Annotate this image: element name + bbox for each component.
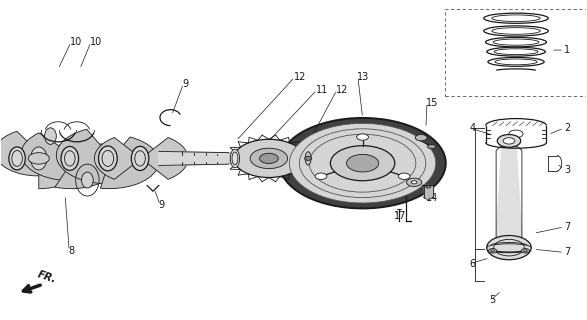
Wedge shape bbox=[55, 144, 118, 189]
Circle shape bbox=[259, 153, 278, 164]
Text: 1: 1 bbox=[564, 45, 570, 55]
Ellipse shape bbox=[31, 147, 47, 170]
Ellipse shape bbox=[99, 146, 117, 171]
Wedge shape bbox=[56, 129, 136, 184]
Circle shape bbox=[279, 118, 446, 208]
Circle shape bbox=[357, 134, 369, 140]
Circle shape bbox=[491, 250, 494, 252]
Circle shape bbox=[521, 249, 529, 253]
Text: 6: 6 bbox=[469, 259, 475, 268]
Bar bbox=[444, 9, 587, 96]
Circle shape bbox=[487, 236, 531, 260]
Ellipse shape bbox=[45, 128, 56, 144]
Circle shape bbox=[330, 146, 395, 181]
Text: 9: 9 bbox=[182, 78, 188, 89]
Wedge shape bbox=[39, 144, 83, 189]
Text: 3: 3 bbox=[564, 164, 570, 174]
Circle shape bbox=[234, 139, 304, 178]
Ellipse shape bbox=[82, 172, 93, 188]
Circle shape bbox=[524, 250, 527, 252]
Circle shape bbox=[289, 124, 436, 203]
Text: 13: 13 bbox=[357, 72, 369, 82]
Circle shape bbox=[399, 173, 410, 180]
Text: 17: 17 bbox=[394, 211, 407, 221]
Circle shape bbox=[427, 144, 436, 149]
Text: 11: 11 bbox=[316, 85, 328, 95]
Circle shape bbox=[315, 173, 327, 180]
Text: 8: 8 bbox=[68, 246, 74, 256]
Circle shape bbox=[488, 249, 497, 253]
Text: 10: 10 bbox=[70, 37, 82, 47]
Ellipse shape bbox=[61, 147, 79, 170]
Circle shape bbox=[305, 156, 312, 160]
Text: 2: 2 bbox=[564, 123, 571, 133]
Ellipse shape bbox=[9, 147, 25, 170]
Wedge shape bbox=[0, 131, 54, 176]
Ellipse shape bbox=[230, 149, 239, 168]
Text: 7: 7 bbox=[564, 222, 571, 232]
Circle shape bbox=[426, 186, 430, 188]
Text: 12: 12 bbox=[336, 85, 348, 95]
Circle shape bbox=[309, 134, 416, 192]
Ellipse shape bbox=[305, 152, 311, 165]
Text: FR.: FR. bbox=[36, 270, 58, 285]
Wedge shape bbox=[141, 138, 188, 179]
Polygon shape bbox=[159, 151, 229, 165]
Circle shape bbox=[416, 134, 427, 141]
Text: 16: 16 bbox=[408, 168, 420, 178]
Circle shape bbox=[346, 155, 379, 172]
Circle shape bbox=[250, 148, 288, 169]
Text: 9: 9 bbox=[159, 200, 165, 210]
Ellipse shape bbox=[131, 146, 149, 171]
Circle shape bbox=[503, 138, 515, 144]
Text: 4: 4 bbox=[469, 123, 475, 133]
Ellipse shape bbox=[303, 148, 313, 169]
Polygon shape bbox=[423, 186, 433, 197]
Polygon shape bbox=[496, 146, 522, 238]
Wedge shape bbox=[21, 133, 103, 181]
Text: 14: 14 bbox=[426, 193, 438, 203]
Wedge shape bbox=[100, 137, 159, 189]
Circle shape bbox=[497, 134, 521, 147]
Text: 10: 10 bbox=[90, 37, 102, 47]
Wedge shape bbox=[95, 138, 141, 179]
Text: 5: 5 bbox=[490, 295, 496, 305]
Circle shape bbox=[411, 181, 417, 184]
Circle shape bbox=[407, 178, 421, 187]
Text: 7: 7 bbox=[564, 247, 571, 257]
Circle shape bbox=[28, 153, 49, 164]
Text: 15: 15 bbox=[426, 98, 438, 108]
Text: 12: 12 bbox=[294, 72, 306, 82]
Circle shape bbox=[299, 129, 426, 197]
